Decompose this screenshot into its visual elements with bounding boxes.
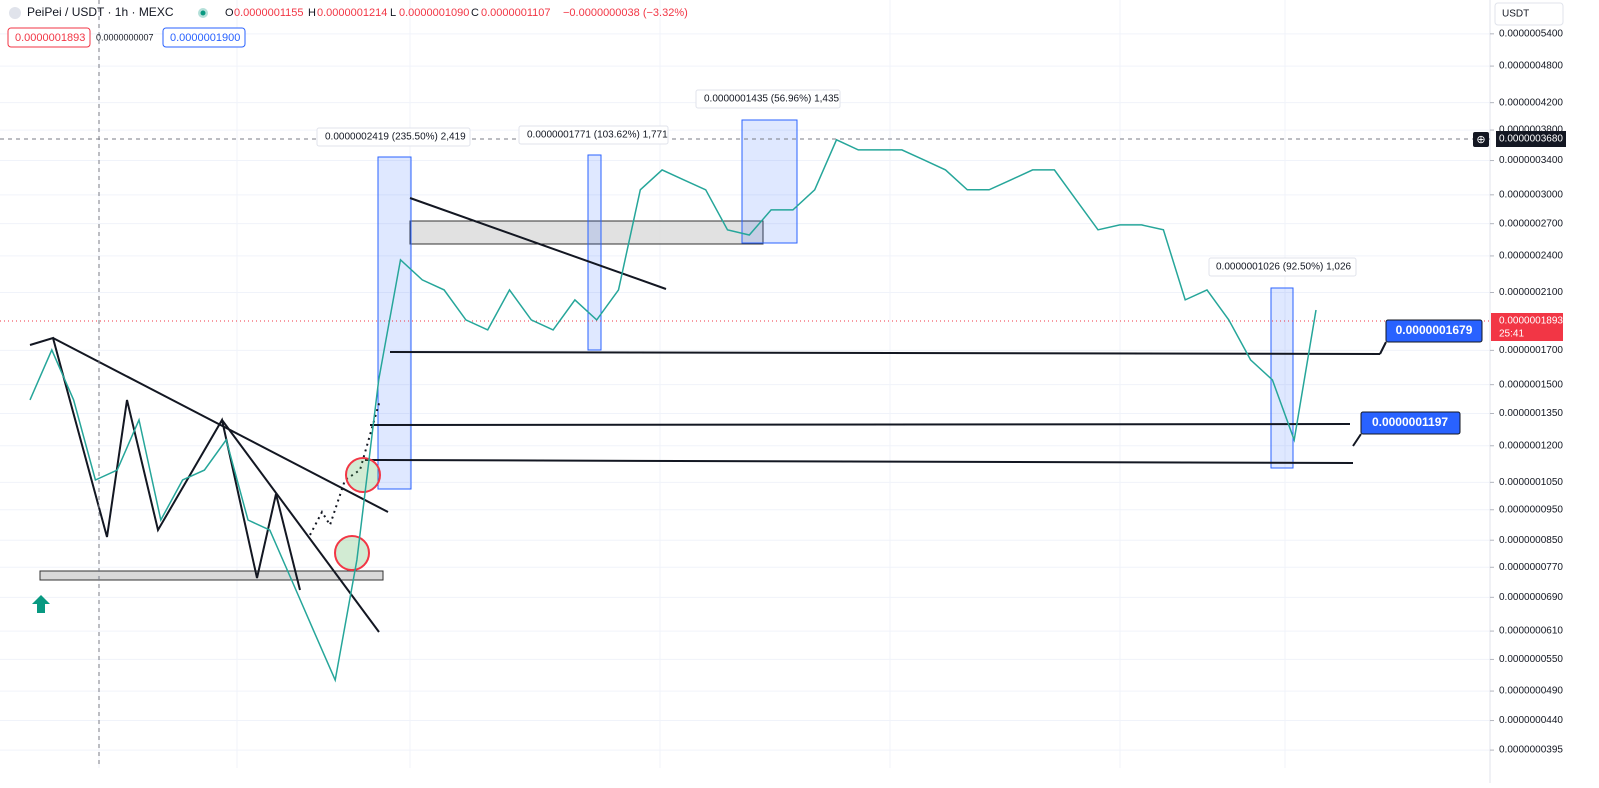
measure-box (587, 154, 602, 351)
plus-icon: ⊕ (1476, 134, 1485, 146)
y-tick-label: 0.0000003800 (1499, 125, 1563, 136)
level-line (389, 351, 1381, 355)
header: PeiPei / USDT · 1h · MEXC O 0.0000001155… (7, 5, 688, 48)
y-tick-label: 0.0000002700 (1499, 218, 1563, 229)
range-box (409, 220, 764, 245)
measure-box (1270, 287, 1294, 469)
highlight-circle (334, 535, 370, 571)
sell-button[interactable] (7, 27, 91, 48)
level-label: 0.0000001679 (1396, 323, 1473, 337)
ohlc-value: 0.0000001155 (234, 7, 304, 19)
label-box (1208, 257, 1357, 277)
level-label: 0.0000001197 (1372, 415, 1448, 429)
plot (29, 138, 1317, 683)
zigzag (29, 336, 301, 591)
spread: 0.0000000007 (96, 32, 154, 42)
y-tick-label: 0.0000000395 (1499, 745, 1563, 756)
y-tick-label: 0.0000000850 (1499, 535, 1563, 546)
y-tick-label: 0.0000004800 (1499, 61, 1563, 72)
ohlc-value: 0.0000001107 (481, 7, 551, 19)
y-tick-label: 0.0000000690 (1499, 592, 1563, 603)
measure-label: 0.0000002419 (235.50%) 2,419 (325, 132, 466, 143)
crosshair-price: 0.0000003680 (1499, 134, 1563, 145)
measure-labels: 0.0000002419 (235.50%) 2,419 0.000000177… (316, 89, 1357, 277)
y-tick-label: 0.0000001350 (1499, 408, 1563, 419)
drawings (0, 0, 1490, 768)
price-axis: 0.0000005400 0.0000004800 0.0000004200 0.00… (1490, 28, 1563, 756)
y-tick-label: 0.0000002400 (1499, 251, 1563, 262)
trend-line (409, 197, 667, 290)
label-box (316, 127, 471, 147)
y-tick-label: 0.0000003000 (1499, 189, 1563, 200)
countdown: 25:41 (1499, 329, 1524, 340)
y-tick-label: 0.0000003400 (1499, 155, 1563, 166)
sell-price: 0.0000001893 (15, 32, 85, 44)
y-tick-label: 0.0000000950 (1499, 504, 1563, 515)
symbol-icon (9, 7, 21, 19)
level-line (364, 459, 1354, 464)
measure-label: 0.0000001026 (92.50%) 1,026 (1216, 262, 1352, 273)
y-tick-label: 0.0000001200 (1499, 440, 1563, 451)
label-box (695, 89, 841, 109)
level-line (369, 423, 1351, 426)
ohlc-value: 0.0000001214 (317, 7, 387, 19)
ohlc-key: H (308, 7, 316, 19)
measure-label: 0.0000001771 (103.62%) 1,771 (527, 130, 668, 141)
y-tick-label: 0.0000005400 (1499, 28, 1563, 39)
measure-box (377, 156, 412, 490)
measure-label: 0.0000001435 (56.96%) 1,435 (704, 94, 840, 105)
last-price-box (1491, 313, 1563, 341)
crosshair-price-box (1496, 131, 1566, 147)
ohlc-key: O (225, 7, 234, 19)
buy-price: 0.0000001900 (170, 32, 240, 44)
y-tick-label: 0.0000001500 (1499, 379, 1563, 390)
status-dot-inner (200, 10, 206, 16)
y-tick-label: 0.0000000610 (1499, 626, 1563, 637)
y-tick-label: 0.0000000490 (1499, 686, 1563, 697)
label-box (518, 125, 669, 145)
callout-line (1379, 341, 1387, 355)
buy-button[interactable] (162, 27, 246, 48)
trend-line (221, 419, 380, 633)
currency-button[interactable] (1494, 2, 1564, 26)
y-tick-label: 0.0000001700 (1499, 345, 1563, 356)
level-box (1385, 319, 1483, 343)
ohlc-value: 0.0000001090 (399, 7, 469, 19)
y-tick-label: 0.0000000440 (1499, 715, 1563, 726)
crosshair-add[interactable] (1473, 132, 1489, 147)
callout-line (1352, 433, 1362, 447)
ohlc-key: L (390, 7, 396, 19)
y-tick-label: 0.0000002100 (1499, 287, 1563, 298)
y-tick-label: 0.0000001050 (1499, 477, 1563, 488)
up-arrow (32, 595, 50, 613)
measure-box (741, 119, 798, 244)
y-tick-label: 0.0000000770 (1499, 562, 1563, 573)
last-price: 0.0000001893 (1499, 316, 1563, 327)
highlight-circle (345, 457, 381, 493)
symbol[interactable]: PeiPei / USDT · 1h · MEXC (27, 5, 174, 19)
y-tick-label: 0.0000000550 (1499, 654, 1563, 665)
ohlc-key: C (471, 7, 479, 19)
currency: USDT (1502, 9, 1529, 20)
support-box (39, 570, 384, 581)
level-box (1360, 411, 1461, 435)
trend-line (52, 337, 389, 513)
change: −0.0000000038 (−3.32%) (563, 7, 688, 19)
y-tick-label: 0.0000004200 (1499, 97, 1563, 108)
vertical-grid (98, 0, 1286, 768)
price-line (29, 138, 1317, 683)
